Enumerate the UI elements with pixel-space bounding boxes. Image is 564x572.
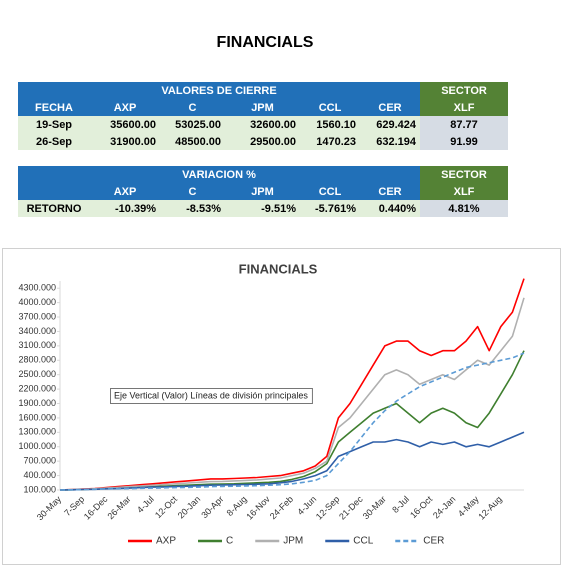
tooltip: Eje Vertical (Valor) Líneas de división … [110,388,313,404]
y-tick-label: 100.000 [23,484,56,494]
cell: 0.440% [360,200,420,217]
closing-table: VALORES DE CIERRE SECTOR FECHA AXP C JPM … [18,82,509,150]
y-tick-label: 2500.000 [18,369,56,379]
col-header: JPM [225,183,300,200]
col-header: C [160,99,225,116]
cell: 4.81% [420,200,508,217]
cell: 29500.00 [225,133,300,150]
series-line [59,431,525,491]
sector-header: SECTOR [420,166,508,183]
y-tick-label: 3700.000 [18,311,56,321]
y-tick-label: 1900.000 [18,398,56,408]
y-tick-label: 4000.000 [18,297,56,307]
return-table: VARIACION % SECTOR AXP C JPM CCL CER XLF … [18,166,508,217]
cell: 26-Sep [18,133,90,150]
col-header: CCL [300,99,360,116]
cell: 632.194 [360,133,421,150]
empty-cell [18,183,90,200]
cell: 31900.00 [90,133,160,150]
group-header: VARIACION % [18,166,420,183]
col-header: CER [360,183,420,200]
cell: 91.99 [420,133,509,150]
cell: -5.761% [300,200,360,217]
chart-frame [2,248,561,565]
legend-label: CER [423,536,444,547]
cell: 1560.10 [300,116,360,133]
y-tick-label: 400.000 [23,470,56,480]
y-tick-label: 1000.000 [18,441,56,451]
col-header: XLF [420,183,508,200]
y-tick-label: 3100.000 [18,340,56,350]
cell: -8.53% [160,200,225,217]
cell: 53025.00 [160,116,225,133]
series-line [59,278,525,491]
cell: 19-Sep [18,116,90,133]
cell: 629.424 [360,116,421,133]
y-tick-label: 2200.000 [18,383,56,393]
legend-label: C [226,536,233,547]
col-header: AXP [90,99,160,116]
cell: 32600.00 [225,116,300,133]
col-header: AXP [90,183,160,200]
y-tick-label: 700.000 [23,456,56,466]
cell: -10.39% [90,200,160,217]
cell: 1470.23 [300,133,360,150]
col-header: C [160,183,225,200]
tooltip-text: Eje Vertical (Valor) Líneas de división … [114,390,308,400]
col-header: CCL [300,183,360,200]
group-header: VALORES DE CIERRE [18,82,421,99]
chart-title: FINANCIALS [239,261,318,276]
series-line [59,352,525,491]
cell: -9.51% [225,200,300,217]
tooltip-box [110,388,313,404]
cell: 87.77 [420,116,509,133]
cell: 35600.00 [90,116,160,133]
sector-header: SECTOR [420,82,509,99]
y-tick-label: 3400.000 [18,326,56,336]
col-header: CER [360,99,421,116]
legend-label: AXP [156,536,176,547]
y-tick-label: 1300.000 [18,427,56,437]
cell: RETORNO [18,200,90,217]
y-tick-label: 1600.000 [18,412,56,422]
y-tick-label: 2800.000 [18,355,56,365]
y-tick-label: 4300.000 [18,283,56,293]
col-header: FECHA [18,99,90,116]
page-title: FINANCIALS [216,34,314,51]
cell: 48500.00 [160,133,225,150]
col-header: XLF [420,99,509,116]
legend-label: CCL [353,536,373,547]
legend-label: JPM [283,536,303,547]
col-header: JPM [225,99,300,116]
